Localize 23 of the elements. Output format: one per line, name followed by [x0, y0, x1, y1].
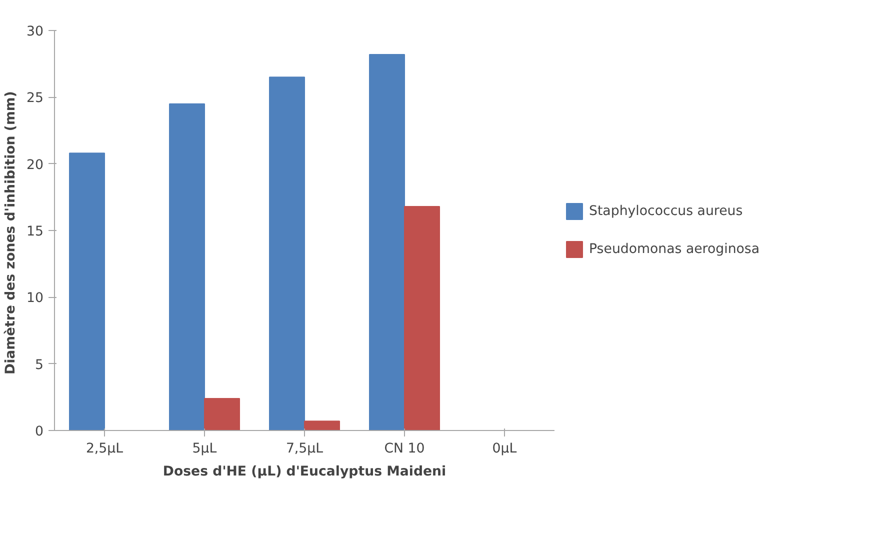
- x-tick-label: CN 10: [384, 442, 425, 456]
- bar: [69, 152, 105, 430]
- bar: [204, 398, 240, 430]
- y-tick-label: 30: [26, 24, 44, 40]
- y-tick-label: 15: [26, 224, 44, 240]
- legend-label: Pseudomonas aeroginosa: [589, 242, 760, 256]
- y-tick-label: 25: [26, 91, 44, 106]
- legend-label: Staphylococcus aureus: [589, 204, 743, 218]
- y-axis-title: Diamètre des zones d'inhibition (mm): [4, 91, 19, 375]
- x-tick-label: 2,5µL: [86, 442, 124, 456]
- x-tick-label: 0µL: [492, 442, 518, 456]
- y-tick-label: 10: [26, 291, 44, 306]
- x-tick-label: 7,5µL: [286, 442, 324, 456]
- x-tick-label: 5µL: [192, 442, 218, 456]
- bar: [369, 54, 405, 430]
- y-tick-label: 0: [35, 424, 44, 440]
- bar: [269, 76, 305, 430]
- y-tick-label: 20: [26, 158, 44, 173]
- x-axis-title: Doses d'HE (µL) d'Eucalyptus Maideni: [162, 464, 446, 480]
- bar: [169, 103, 205, 430]
- y-tick-label: 5: [35, 358, 44, 373]
- bar: [404, 206, 440, 430]
- bar: [304, 420, 340, 430]
